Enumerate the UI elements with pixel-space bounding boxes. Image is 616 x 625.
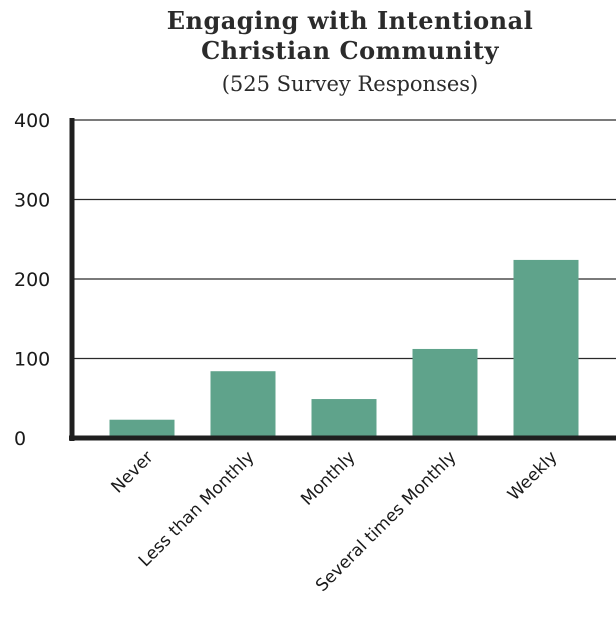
chart-title-block: Engaging with Intentional Christian Comm… xyxy=(30,6,616,98)
y-tick-label: 0 xyxy=(14,428,26,450)
bar xyxy=(412,348,478,438)
y-tick-label: 400 xyxy=(14,110,50,132)
bar xyxy=(109,419,175,438)
bar xyxy=(210,371,276,438)
chart-title-line-2: Christian Community xyxy=(201,36,499,65)
chart-subtitle: (525 Survey Responses) xyxy=(221,72,479,96)
chart-title-line-1: Engaging with Intentional xyxy=(166,6,534,35)
bar xyxy=(513,259,579,438)
bar xyxy=(311,399,377,438)
x-tick-label: Never xyxy=(108,447,158,497)
y-tick-label: 300 xyxy=(14,190,50,212)
x-tick-label: Monthly xyxy=(297,447,359,509)
x-tick-label: Weekly xyxy=(504,447,562,505)
y-tick-label: 200 xyxy=(14,269,50,291)
y-tick-label: 100 xyxy=(14,349,50,371)
x-tick-label: Less than Monthly xyxy=(135,447,259,571)
